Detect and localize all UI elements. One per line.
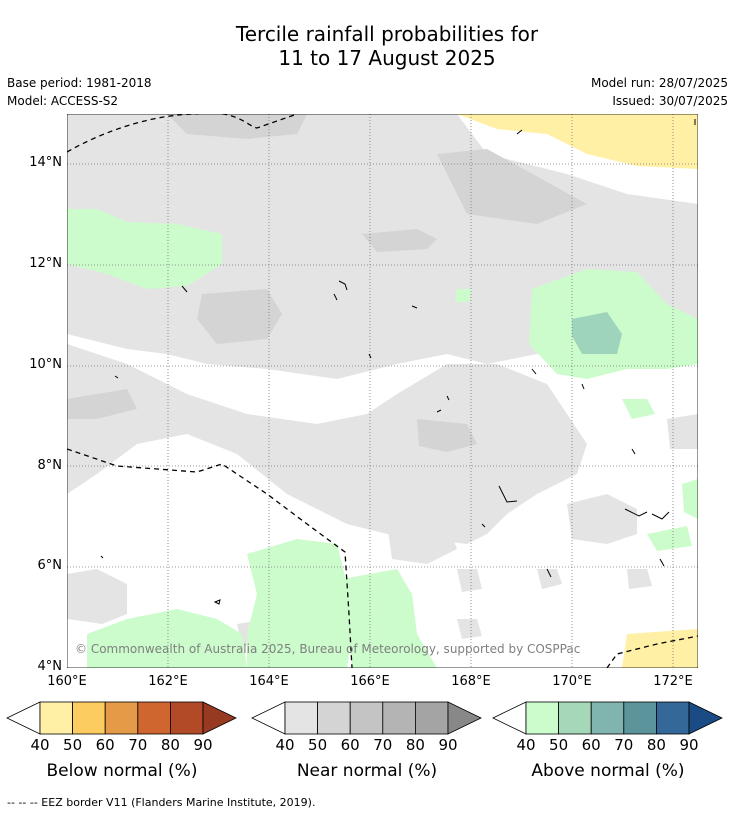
lon-label-168e: 168°E <box>451 674 491 689</box>
title-line-1: Tercile rainfall probabilities for <box>235 22 539 46</box>
colorbar-near-tick: 90 <box>438 736 458 754</box>
map-area: © Commonwealth of Australia 2025, Bureau… <box>67 114 698 668</box>
colorbar-above-low-arrow <box>492 701 527 735</box>
colorbar-above-tick: 90 <box>679 736 699 754</box>
colorbar-near-cell <box>284 701 318 735</box>
model-name: Model: ACCESS-S2 <box>7 94 119 108</box>
colorbar-near-tick: 40 <box>275 736 295 754</box>
lat-label-14n: 14°N <box>29 155 62 170</box>
colorbar-above-cell <box>525 701 559 735</box>
lat-label-12n: 12°N <box>29 256 62 271</box>
colorbar-near-tick: 70 <box>373 736 393 754</box>
above-normal-region <box>67 209 698 668</box>
colorbar-near-cell <box>349 701 384 735</box>
colorbar-above-cell <box>558 701 592 735</box>
lon-label-166e: 166°E <box>350 674 390 689</box>
colorbar-below-tick: 70 <box>128 736 148 754</box>
colorbar-below-high-arrow <box>202 701 237 735</box>
colorbar-near-cell <box>382 701 416 735</box>
colorbar-below-cell <box>39 701 73 735</box>
colorbar-above-high-arrow <box>688 701 723 735</box>
lat-label-6n: 6°N <box>37 558 63 573</box>
colorbar-below-cell <box>169 701 204 735</box>
colorbar-above <box>492 701 723 735</box>
below-normal-region <box>457 114 698 668</box>
colorbar-above-cell <box>590 701 625 735</box>
near-normal-mid <box>67 114 587 452</box>
colorbar-near-low-arrow <box>251 701 286 735</box>
colorbar-below-cell <box>104 701 139 735</box>
colorbar-below <box>6 701 237 735</box>
lat-label-10n: 10°N <box>29 357 62 372</box>
eez-legend-footnote: -- -- -- EEZ border V11 (Flanders Marine… <box>7 796 316 809</box>
colorbar-above-cell <box>655 701 690 735</box>
colorbar-near-label: Near normal (%) <box>296 761 438 781</box>
islands <box>100 119 696 605</box>
gridlines <box>67 114 698 668</box>
colorbar-below-tick: 60 <box>95 736 115 754</box>
lon-label-170e: 170°E <box>552 674 592 689</box>
lon-label-162e: 162°E <box>148 674 188 689</box>
meta-right: Model run: 28/07/2025 Issued: 30/07/2025 <box>591 74 728 110</box>
lon-label-164e: 164°E <box>249 674 289 689</box>
colorbar-above-tick: 80 <box>646 736 666 754</box>
colorbar-near-tick: 80 <box>405 736 425 754</box>
colorbar-above-label: Above normal (%) <box>531 761 685 781</box>
lon-label-172e: 172°E <box>653 674 693 689</box>
lat-label-4n: 4°N <box>37 659 63 674</box>
issued-date: Issued: 30/07/2025 <box>612 94 728 108</box>
colorbar-below-label: Below normal (%) <box>46 761 198 781</box>
title-line-2: 11 to 17 August 2025 <box>278 46 496 70</box>
base-period: Base period: 1981-2018 <box>7 76 152 90</box>
colorbar-below-cell <box>72 701 106 735</box>
meta-left: Base period: 1981-2018 Model: ACCESS-S2 <box>7 74 152 110</box>
lat-label-8n: 8°N <box>37 458 63 473</box>
colorbar-below-tick: 50 <box>63 736 83 754</box>
lon-label-160e: 160°E <box>47 674 87 689</box>
above-normal-mid <box>572 312 622 354</box>
colorbar-below-cell <box>137 701 171 735</box>
colorbar-above-tick: 50 <box>549 736 569 754</box>
colorbar-below-low-arrow <box>6 701 41 735</box>
model-run: Model run: 28/07/2025 <box>590 76 728 90</box>
colorbar-near-cell <box>414 701 449 735</box>
colorbar-near <box>251 701 482 735</box>
colorbar-above-tick: 70 <box>614 736 634 754</box>
colorbar-near-tick: 60 <box>340 736 360 754</box>
copyright-text: © Commonwealth of Australia 2025, Bureau… <box>75 642 580 656</box>
colorbar-below-tick: 90 <box>193 736 213 754</box>
colorbar-above-tick: 40 <box>516 736 536 754</box>
chart-title: Tercile rainfall probabilities for 11 to… <box>0 22 736 70</box>
colorbar-near-high-arrow <box>447 701 482 735</box>
colorbar-below-tick: 80 <box>160 736 180 754</box>
colorbar-above-cell <box>623 701 657 735</box>
colorbar-below-tick: 40 <box>30 736 50 754</box>
colorbar-above-tick: 60 <box>581 736 601 754</box>
colorbar-near-tick: 50 <box>308 736 328 754</box>
colorbar-near-cell <box>317 701 351 735</box>
